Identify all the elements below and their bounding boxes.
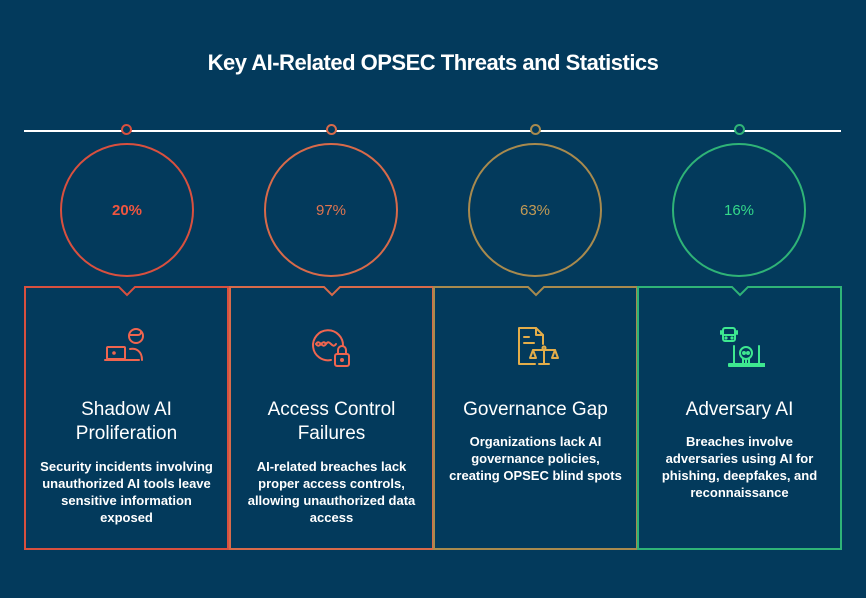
document-scales-icon xyxy=(517,327,559,365)
card-adversary: Adversary AI Breaches involve adversarie… xyxy=(637,286,842,550)
stat-value: 16% xyxy=(723,201,755,219)
card-description: Organizations lack AI governance policie… xyxy=(449,434,622,483)
pointer-notch xyxy=(322,286,341,297)
timeline-node xyxy=(326,124,337,135)
stat-circle-adversary: 16% xyxy=(672,143,806,277)
card-description: Breaches involve adversaries using AI fo… xyxy=(661,434,818,500)
card-shadow-ai: Shadow AI Proliferation Security inciden… xyxy=(24,286,229,550)
stat-circle-shadow-ai: 20% xyxy=(60,143,194,277)
pointer-notch xyxy=(730,286,749,297)
stat-value: 20% xyxy=(111,201,143,219)
card-access-control: Access Control Failures AI-related breac… xyxy=(229,286,434,550)
card-heading: Shadow AI Proliferation xyxy=(75,399,178,444)
skull-laptop-icon xyxy=(719,327,765,367)
timeline-node xyxy=(734,124,745,135)
card-description: AI-related breaches lack proper access c… xyxy=(247,459,416,525)
card-description: Security incidents involving unauthorize… xyxy=(40,459,213,525)
laptop-user-icon xyxy=(103,328,144,361)
pointer-notch xyxy=(117,286,136,297)
pointer-notch xyxy=(526,286,545,297)
stat-circle-access-control: 97% xyxy=(264,143,398,277)
stat-value: 63% xyxy=(519,201,551,219)
timeline-line xyxy=(24,130,841,132)
page-title: Key AI-Related OPSEC Threats and Statist… xyxy=(207,50,659,75)
lock-network-icon xyxy=(311,329,350,367)
stat-value: 97% xyxy=(315,201,347,219)
card-heading: Access Control Failures xyxy=(267,399,396,444)
timeline-node xyxy=(530,124,541,135)
card-heading: Adversary AI xyxy=(685,399,794,420)
card-heading: Governance Gap xyxy=(463,399,608,420)
card-governance: Governance Gap Organizations lack AI gov… xyxy=(433,286,638,550)
stat-circle-governance: 63% xyxy=(468,143,602,277)
timeline-node xyxy=(121,124,132,135)
